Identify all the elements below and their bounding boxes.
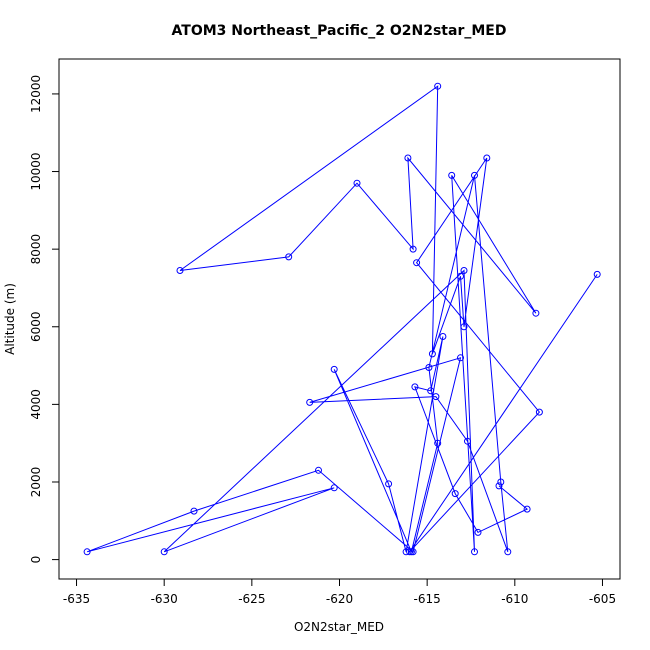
data-point — [439, 333, 447, 340]
data-point — [330, 365, 338, 373]
data-point — [385, 480, 393, 488]
plot-frame — [58, 58, 621, 580]
data-point — [532, 309, 540, 317]
x-tick-label: -615 — [414, 592, 441, 606]
data-point — [402, 548, 410, 556]
data-point — [483, 154, 491, 162]
y-tick-label: 2000 — [29, 467, 43, 498]
data-point — [471, 548, 478, 556]
data-point — [460, 267, 468, 274]
data-point — [535, 408, 543, 416]
data-point — [176, 267, 184, 274]
y-tick-label: 4000 — [29, 389, 43, 420]
data-point — [160, 548, 168, 556]
data-point — [413, 259, 421, 267]
y-tick-label: 6000 — [29, 311, 43, 342]
data-point — [330, 484, 338, 492]
data-point — [404, 154, 412, 162]
data-point — [593, 270, 601, 278]
y-tick-label: 0 — [29, 556, 43, 564]
data-point — [432, 393, 440, 401]
data-point — [460, 323, 468, 331]
y-tick-label: 12000 — [29, 75, 43, 113]
data-point — [448, 171, 456, 179]
data-point — [306, 398, 314, 406]
series-line — [86, 85, 598, 554]
x-tick-label: -635 — [63, 592, 90, 606]
data-point — [409, 548, 417, 556]
data-point — [471, 171, 478, 179]
data-point — [428, 350, 436, 358]
data-point — [497, 478, 505, 486]
x-tick-label: -625 — [238, 592, 265, 606]
data-point — [406, 548, 414, 556]
series-group — [83, 82, 601, 556]
data-point — [409, 245, 417, 253]
x-tick-label: -610 — [501, 592, 528, 606]
data-point — [495, 482, 503, 490]
data-point — [434, 82, 442, 90]
data-point — [474, 528, 482, 536]
x-axis: -635 -630 -625 -620 -615 -610 -605 — [63, 579, 616, 606]
x-tick-label: -630 — [151, 592, 178, 606]
data-point — [285, 253, 293, 261]
data-point — [451, 490, 459, 498]
data-point — [411, 383, 419, 391]
data-point — [457, 354, 464, 362]
y-axis-label: Altitude (m) — [3, 283, 17, 355]
data-point — [315, 466, 322, 474]
chart-title: ATOM3 Northeast_Pacific_2 O2N2star_MED — [172, 23, 507, 39]
y-axis: 0 2000 4000 6000 8000 10000 12000 — [29, 75, 59, 564]
data-point — [523, 505, 531, 513]
data-point — [464, 437, 471, 445]
data-point — [353, 179, 361, 187]
x-axis-label: O2N2star_MED — [294, 620, 384, 634]
data-point — [427, 387, 435, 395]
x-tick-label: -620 — [326, 592, 353, 606]
data-point — [83, 548, 91, 556]
data-point — [434, 439, 442, 447]
x-tick-label: -605 — [589, 592, 616, 606]
y-tick-label: 8000 — [29, 234, 43, 265]
data-point — [425, 364, 433, 371]
data-point — [190, 507, 198, 515]
data-point — [457, 272, 464, 280]
y-tick-label: 10000 — [29, 152, 43, 190]
data-point — [504, 548, 512, 556]
